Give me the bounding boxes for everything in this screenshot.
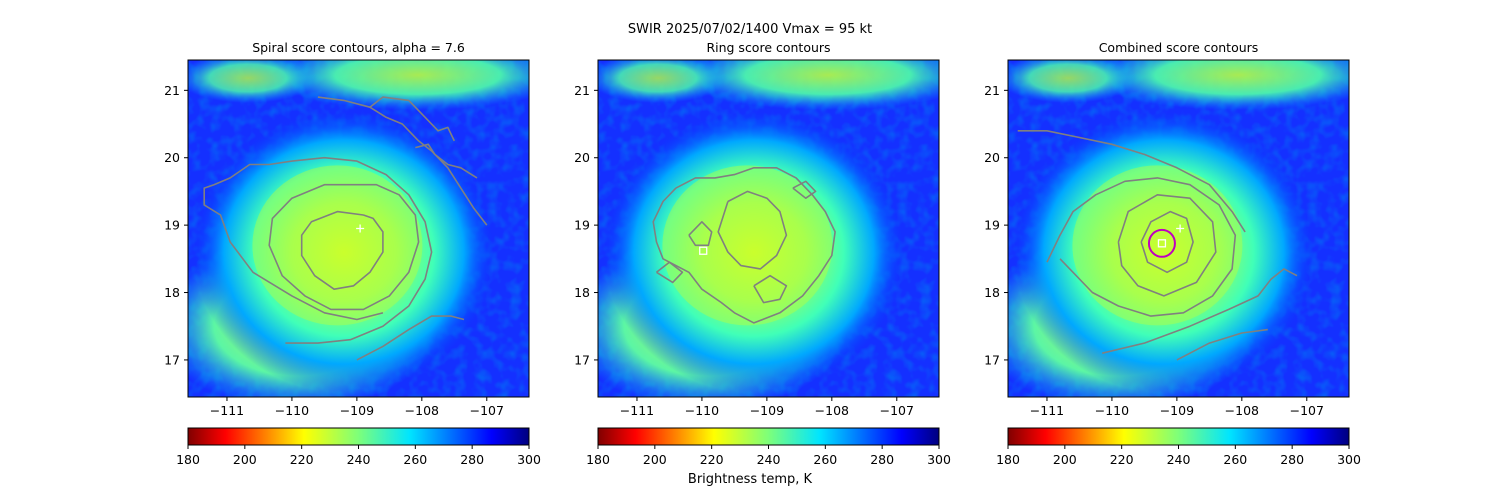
contour-line — [688, 221, 713, 247]
panel-title: Spiral score contours, alpha = 7.6 — [252, 40, 465, 55]
panel-title: Ring score contours — [706, 40, 830, 55]
colorbar-gradient — [187, 427, 530, 446]
contour-line — [1176, 328, 1268, 361]
satellite-image — [598, 60, 939, 397]
center-square-marker — [1157, 239, 1167, 248]
contour-line — [268, 183, 420, 311]
y-tick-label: 19 — [164, 218, 180, 233]
x-tick-label: −109 — [1160, 403, 1194, 418]
y-tick-label: 19 — [574, 218, 590, 233]
contour-line — [1046, 177, 1237, 317]
contour-line — [203, 156, 433, 344]
y-tick-label: 20 — [574, 150, 590, 165]
center-plus-marker — [356, 224, 365, 233]
x-tick-label: −109 — [750, 403, 784, 418]
x-tick-label: −111 — [620, 403, 654, 418]
colorbar-tick-label: 240 — [757, 452, 781, 467]
y-tick-label: 18 — [164, 285, 180, 300]
panel-2: Ring score contours −111 −110 −109 −108 −107 1… — [574, 40, 940, 418]
center-square-marker — [699, 246, 708, 255]
colorbar-tick-label: 240 — [1167, 452, 1191, 467]
satellite-image — [1008, 60, 1349, 397]
contour-line — [1117, 194, 1217, 297]
center-plus-marker — [1176, 224, 1185, 233]
colorbar-gradient — [597, 427, 940, 446]
axes-frame — [1007, 59, 1350, 398]
contour-group — [652, 167, 836, 324]
colorbar-3: 180 200 220 240 260 280 300 — [996, 427, 1361, 467]
y-tick-label: 17 — [164, 352, 180, 367]
colorbar-tick-label: 180 — [176, 452, 200, 467]
y-tick-label: 20 — [164, 150, 180, 165]
contour-line — [317, 96, 488, 226]
contour-line — [369, 96, 456, 142]
colorbar-tick-label: 300 — [927, 452, 951, 467]
contour-group — [203, 96, 488, 361]
colorbar-tick-label: 180 — [996, 452, 1020, 467]
satellite-image — [188, 60, 529, 397]
colorbar-gradient — [1007, 427, 1350, 446]
fit-circle — [1147, 228, 1176, 258]
y-tick-label: 21 — [574, 83, 590, 98]
colorbar-label: Brightness temp, K — [687, 472, 813, 487]
y-tick-label: 21 — [984, 83, 1000, 98]
colorbar-2: 180 200 220 240 260 280 300 — [586, 427, 951, 467]
colorbar-tick-label: 260 — [813, 452, 837, 467]
colorbar-tick-label: 200 — [643, 452, 667, 467]
colorbar-tick-label: 300 — [1337, 452, 1361, 467]
x-tick-label: −111 — [1030, 403, 1064, 418]
y-tick-label: 17 — [984, 352, 1000, 367]
colorbar-tick-label: 180 — [586, 452, 610, 467]
panel-1: Spiral score contours, alpha = 7.6 −111 −1… — [164, 40, 530, 418]
y-tick-label: 18 — [984, 285, 1000, 300]
y-tick-label: 17 — [574, 352, 590, 367]
axes-frame — [597, 59, 940, 398]
x-tick-label: −107 — [470, 403, 504, 418]
contour-line — [1140, 210, 1194, 274]
x-tick-label: −107 — [1290, 403, 1324, 418]
colorbar-tick-label: 260 — [1223, 452, 1247, 467]
x-tick-label: −108 — [815, 403, 849, 418]
contour-group — [1017, 130, 1298, 361]
y-tick-label: 18 — [574, 285, 590, 300]
colorbar-1: 180 200 220 240 260 280 300 — [176, 427, 541, 467]
contour-line — [717, 190, 788, 270]
x-tick-label: −109 — [340, 403, 374, 418]
x-tick-label: −108 — [1225, 403, 1259, 418]
colorbar-tick-label: 280 — [870, 452, 894, 467]
contour-line — [356, 315, 465, 361]
x-tick-label: −110 — [275, 403, 309, 418]
contour-line — [656, 261, 684, 284]
x-tick-label: −107 — [880, 403, 914, 418]
contour-line — [1102, 268, 1298, 354]
panel-title: Combined score contours — [1099, 40, 1259, 55]
colorbar-tick-label: 280 — [460, 452, 484, 467]
figure-suptitle: SWIR 2025/07/02/1400 Vmax = 95 kt — [627, 22, 873, 37]
y-tick-label: 20 — [984, 150, 1000, 165]
contour-line — [753, 274, 788, 304]
x-tick-label: −108 — [405, 403, 439, 418]
colorbar-tick-label: 280 — [1280, 452, 1304, 467]
x-tick-label: −111 — [210, 403, 244, 418]
contour-line — [792, 180, 817, 199]
colorbar-tick-label: 300 — [517, 452, 541, 467]
colorbar-tick-label: 220 — [290, 452, 314, 467]
colorbar-tick-label: 260 — [403, 452, 427, 467]
colorbar-tick-label: 220 — [700, 452, 724, 467]
y-tick-label: 21 — [164, 83, 180, 98]
contour-line — [1017, 130, 1246, 233]
y-tick-label: 19 — [984, 218, 1000, 233]
x-tick-label: −110 — [685, 403, 719, 418]
colorbar-tick-label: 200 — [1053, 452, 1077, 467]
x-tick-label: −110 — [1095, 403, 1129, 418]
colorbar-tick-label: 200 — [233, 452, 257, 467]
axes-frame — [187, 59, 530, 398]
contour-line — [300, 210, 384, 290]
contour-line — [415, 143, 478, 179]
colorbar-tick-label: 220 — [1110, 452, 1134, 467]
colorbar-tick-label: 240 — [347, 452, 371, 467]
contour-line — [652, 167, 836, 324]
panel-3: Combined score contours −111 −110 −109 −108 −… — [984, 40, 1350, 418]
